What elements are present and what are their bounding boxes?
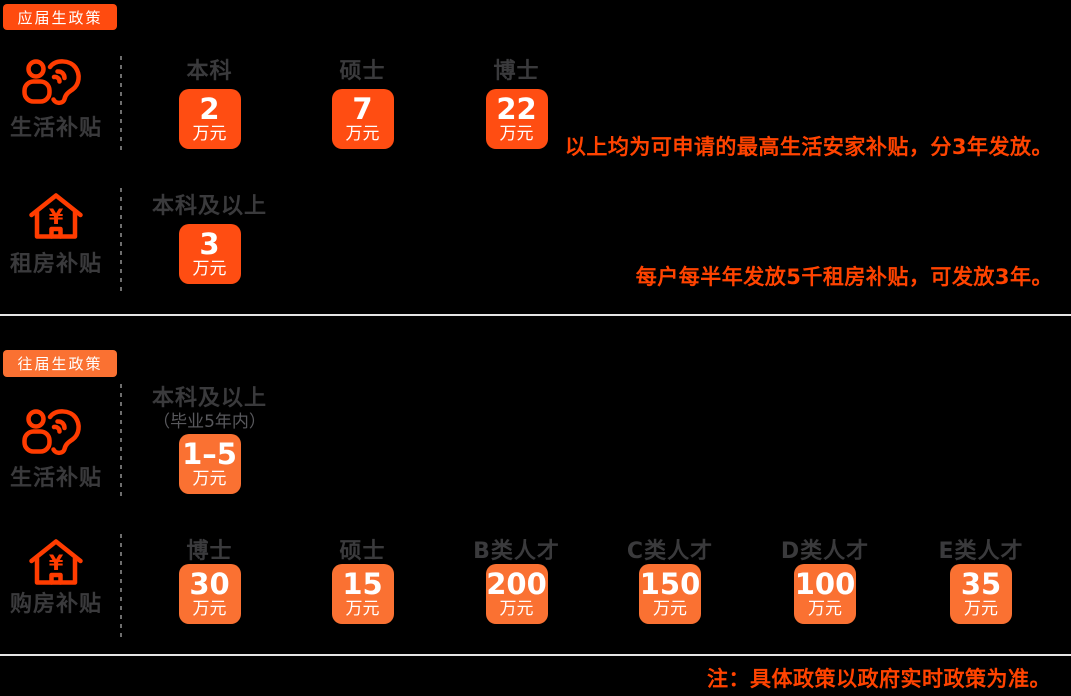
- amount-value: 7: [352, 91, 373, 126]
- amount-unit: 万元: [499, 124, 534, 145]
- section-divider: [0, 314, 1071, 316]
- amount-chip: 7 万元: [331, 89, 394, 149]
- svg-text:¥: ¥: [49, 205, 64, 229]
- degree-label-master: 硕士: [339, 59, 386, 84]
- amount-unit: 万元: [192, 469, 227, 490]
- amount-chip: 30 万元: [178, 564, 241, 624]
- category-label-purchase-subsidy: 购房补贴: [9, 592, 102, 617]
- amount-value: 30: [189, 566, 230, 601]
- footer-note: 注：具体政策以政府实时政策为准。: [707, 667, 1051, 691]
- dashed-separator: [120, 188, 122, 296]
- degree-sublabel-within-5-years: （毕业5年内）: [153, 412, 266, 432]
- rent-subsidy-note: 每户每半年发放5千租房补贴，可发放3年。: [635, 265, 1053, 289]
- amount-unit: 万元: [192, 124, 227, 145]
- amount-unit: 万元: [345, 124, 380, 145]
- amount-value: 15: [342, 566, 383, 601]
- footer-divider: [0, 654, 1071, 656]
- amount-value: 22: [496, 91, 537, 126]
- degree-label-bachelor: 本科: [186, 59, 233, 84]
- amount-chip: 3 万元: [178, 224, 241, 284]
- amount-value: 2: [199, 91, 220, 126]
- amount-unit: 万元: [653, 599, 687, 620]
- amount-unit: 万元: [192, 599, 227, 620]
- section-tag-previous-graduates: 往届生政策: [3, 350, 117, 377]
- talent-label-class-c: C类人才: [626, 539, 714, 564]
- house-yuan-icon: ¥: [26, 190, 86, 242]
- house-yuan-icon: ¥: [26, 536, 86, 588]
- talent-label-class-b: B类人才: [473, 539, 560, 564]
- amount-chip: 22 万元: [485, 89, 548, 149]
- category-label-rent-subsidy: 租房补贴: [9, 252, 102, 277]
- amount-chip: 15 万元: [331, 564, 394, 624]
- amount-chip: 100 万元: [794, 564, 856, 624]
- amount-value: 200: [486, 566, 547, 601]
- amount-unit: 万元: [192, 259, 227, 280]
- degree-label-bachelor-and-above: 本科及以上: [151, 386, 267, 411]
- amount-chip: 200 万元: [485, 564, 548, 624]
- dashed-separator: [120, 56, 122, 152]
- amount-unit: 万元: [345, 599, 380, 620]
- degree-label-phd: 博士: [493, 59, 540, 84]
- amount-chip: 35 万元: [950, 564, 1012, 624]
- amount-chip: 150 万元: [639, 564, 701, 624]
- amount-value: 1–5: [182, 436, 237, 471]
- section-tag-fresh-graduates: 应届生政策: [3, 4, 117, 30]
- amount-unit: 万元: [964, 599, 998, 620]
- category-label-living-subsidy: 生活补贴: [9, 466, 102, 491]
- talent-label-class-e: E类人才: [938, 539, 1024, 564]
- talent-label-master: 硕士: [339, 539, 386, 564]
- care-listen-icon: [20, 56, 84, 108]
- svg-text:¥: ¥: [49, 551, 64, 575]
- amount-value: 35: [960, 566, 1002, 601]
- talent-label-phd: 博士: [186, 539, 233, 564]
- dashed-separator: [120, 384, 122, 498]
- amount-unit: 万元: [499, 599, 534, 620]
- talent-label-class-d: D类人才: [780, 539, 870, 564]
- amount-chip: 1–5 万元: [178, 434, 241, 494]
- amount-value: 150: [639, 566, 701, 601]
- dashed-separator: [120, 534, 122, 640]
- amount-value: 3: [199, 226, 220, 261]
- amount-chip: 2 万元: [178, 89, 241, 149]
- care-listen-icon: [20, 406, 84, 458]
- living-subsidy-note: 以上均为可申请的最高生活安家补贴，分3年发放。: [564, 135, 1053, 159]
- amount-unit: 万元: [808, 599, 842, 620]
- category-label-living-subsidy: 生活补贴: [9, 116, 102, 141]
- degree-label-bachelor-and-above: 本科及以上: [151, 194, 267, 219]
- amount-value: 100: [794, 566, 856, 601]
